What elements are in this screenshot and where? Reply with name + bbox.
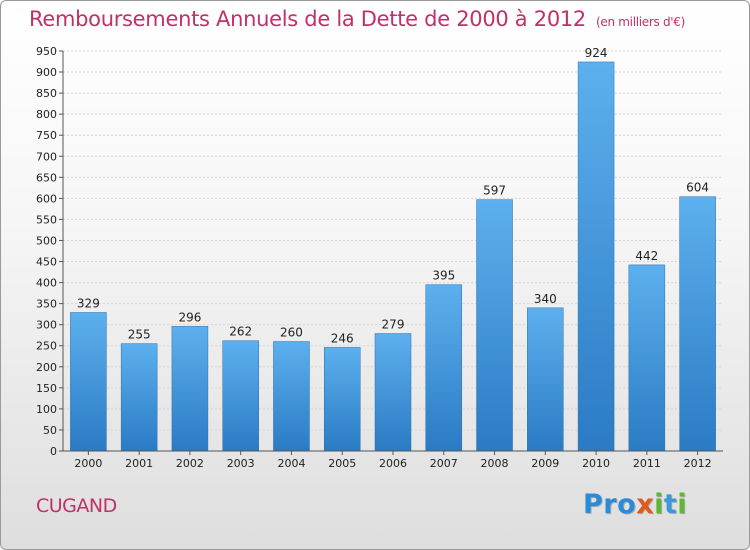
- logo-letter: r: [603, 489, 618, 520]
- y-tick-label: 150: [36, 382, 57, 395]
- y-tick-label: 200: [36, 361, 57, 374]
- x-tick-label: 2012: [684, 457, 712, 470]
- x-tick-label: 2008: [481, 457, 509, 470]
- x-tick-label: 2005: [328, 457, 356, 470]
- y-tick-label: 900: [36, 66, 57, 79]
- x-tick-label: 2001: [125, 457, 153, 470]
- bar-value-label: 604: [686, 181, 709, 195]
- bar-2001: [120, 343, 158, 452]
- bar-value-label: 597: [483, 184, 506, 198]
- proxiti-logo[interactable]: Proxiti: [583, 489, 687, 520]
- x-tick-label: 2000: [74, 457, 102, 470]
- x-tick-label: 2002: [176, 457, 204, 470]
- y-axis: 0 50 100 150 200 250 300 350 400 450 500 550 600 650 7…: [36, 45, 64, 458]
- y-tick-label: 750: [36, 129, 57, 142]
- logo-letter: i: [654, 489, 664, 520]
- bar-2010: [577, 61, 615, 452]
- bar-value-label: 296: [178, 310, 201, 324]
- logo-letter: x: [636, 489, 655, 520]
- y-tick-label: 800: [36, 108, 57, 121]
- bar-2004: [273, 341, 310, 452]
- x-tick-label: 2003: [227, 457, 255, 470]
- bar-value-label: 246: [331, 331, 354, 345]
- bar-value-label: 255: [128, 328, 151, 342]
- bar-2009: [527, 307, 564, 452]
- bar-value-label: 262: [229, 325, 252, 339]
- bar-2000: [70, 312, 107, 452]
- y-tick-label: 400: [36, 277, 57, 290]
- bar-value-label: 260: [280, 326, 303, 340]
- bar-value-label: 442: [635, 249, 658, 263]
- unit-label: (en milliers d'€): [596, 15, 686, 29]
- bar-2005: [323, 347, 361, 452]
- x-tick-label: 2010: [582, 457, 610, 470]
- bar-2003: [222, 340, 259, 452]
- bar-2012: [679, 196, 716, 452]
- bar-2008: [476, 199, 513, 452]
- bar-2006: [374, 333, 412, 452]
- x-axis: 2000 2001 2002 2003 2004 2005 2006 2007 2008 2009…: [63, 450, 723, 470]
- logo-letter: i: [677, 489, 688, 520]
- y-tick-label: 600: [36, 192, 57, 205]
- chart-title: Remboursements Annuels de la Dette de 20…: [29, 7, 685, 31]
- bars: 329 255 296 262 260 246 279 395 597 340 924 442 604: [70, 46, 716, 452]
- y-tick-label: 950: [36, 45, 57, 58]
- bar-2002: [171, 326, 209, 452]
- y-tick-label: 500: [36, 234, 57, 247]
- x-tick-label: 2009: [531, 457, 559, 470]
- x-tick-label: 2006: [379, 457, 407, 470]
- y-tick-label: 250: [36, 340, 57, 353]
- logo-letter: o: [617, 489, 637, 520]
- bar-value-label: 395: [432, 269, 455, 283]
- x-tick-label: 2004: [277, 457, 305, 470]
- commune-name: CUGAND: [36, 495, 117, 517]
- bar-2011: [628, 264, 666, 452]
- y-tick-label: 50: [43, 424, 57, 437]
- y-tick-label: 550: [36, 213, 57, 226]
- title-text: Remboursements Annuels de la Dette de 20…: [29, 7, 586, 31]
- y-tick-label: 300: [36, 319, 57, 332]
- y-tick-label: 650: [36, 171, 57, 184]
- bar-value-label: 329: [77, 296, 100, 310]
- y-tick-label: 850: [36, 87, 57, 100]
- bar-value-label: 340: [534, 292, 557, 306]
- bar-value-label: 279: [382, 318, 405, 332]
- y-tick-label: 100: [36, 403, 57, 416]
- bar-value-label: 924: [585, 46, 608, 60]
- y-tick-label: 350: [36, 298, 57, 311]
- bar-2007: [425, 284, 463, 452]
- y-tick-label: 0: [50, 445, 57, 458]
- y-tick-label: 700: [36, 150, 57, 163]
- logo-letter: t: [663, 489, 678, 520]
- x-tick-label: 2011: [633, 457, 661, 470]
- x-tick-label: 2007: [430, 457, 458, 470]
- y-tick-label: 450: [36, 256, 57, 269]
- logo-letter: P: [583, 489, 604, 520]
